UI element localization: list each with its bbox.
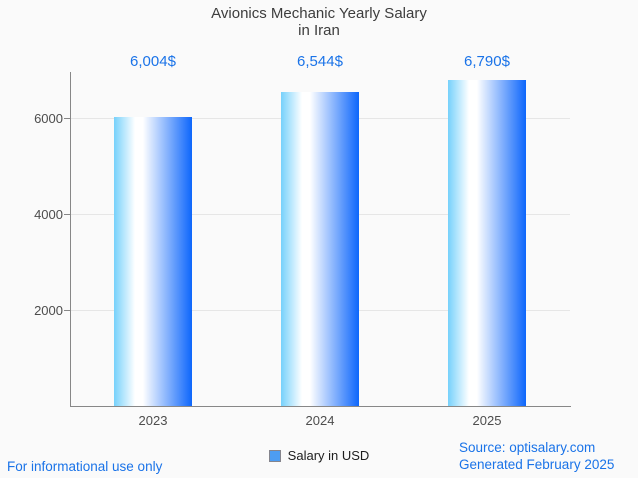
x-axis — [70, 406, 571, 407]
disclaimer-text: For informational use only — [7, 459, 163, 474]
y-tick-label-4000: 4000 — [34, 207, 63, 222]
y-tick-label-6000: 6000 — [34, 111, 63, 126]
generated-line: Generated February 2025 — [459, 456, 615, 472]
source-line: Source: optisalary.com — [459, 440, 596, 455]
source-attribution: Source: optisalary.com Generated Februar… — [459, 440, 614, 473]
y-axis-tick-6000 — [64, 118, 70, 119]
bar-2023 — [114, 117, 192, 406]
value-label-2023: 6,004$ — [130, 53, 176, 70]
chart-title: Avionics Mechanic Yearly Salary in Iran — [0, 5, 638, 39]
value-label-2025: 6,790$ — [464, 53, 510, 70]
x-tick-label-2023: 2023 — [138, 413, 168, 428]
y-tick-label-2000: 2000 — [34, 303, 63, 318]
chart-title-line2: in Iran — [298, 22, 340, 39]
y-axis — [70, 72, 71, 407]
bar-2024 — [281, 92, 359, 406]
legend-label: Salary in USD — [287, 448, 370, 463]
legend: Salary in USD — [0, 448, 638, 463]
value-label-2024: 6,544$ — [297, 53, 343, 70]
x-tick-label-2024: 2024 — [305, 413, 335, 428]
chart-title-line1: Avionics Mechanic Yearly Salary — [211, 5, 427, 22]
bar-2025 — [448, 80, 526, 406]
y-axis-tick-2000 — [64, 310, 70, 311]
y-axis-tick-4000 — [64, 214, 70, 215]
x-tick-label-2025: 2025 — [472, 413, 502, 428]
legend-swatch-icon — [268, 449, 281, 462]
